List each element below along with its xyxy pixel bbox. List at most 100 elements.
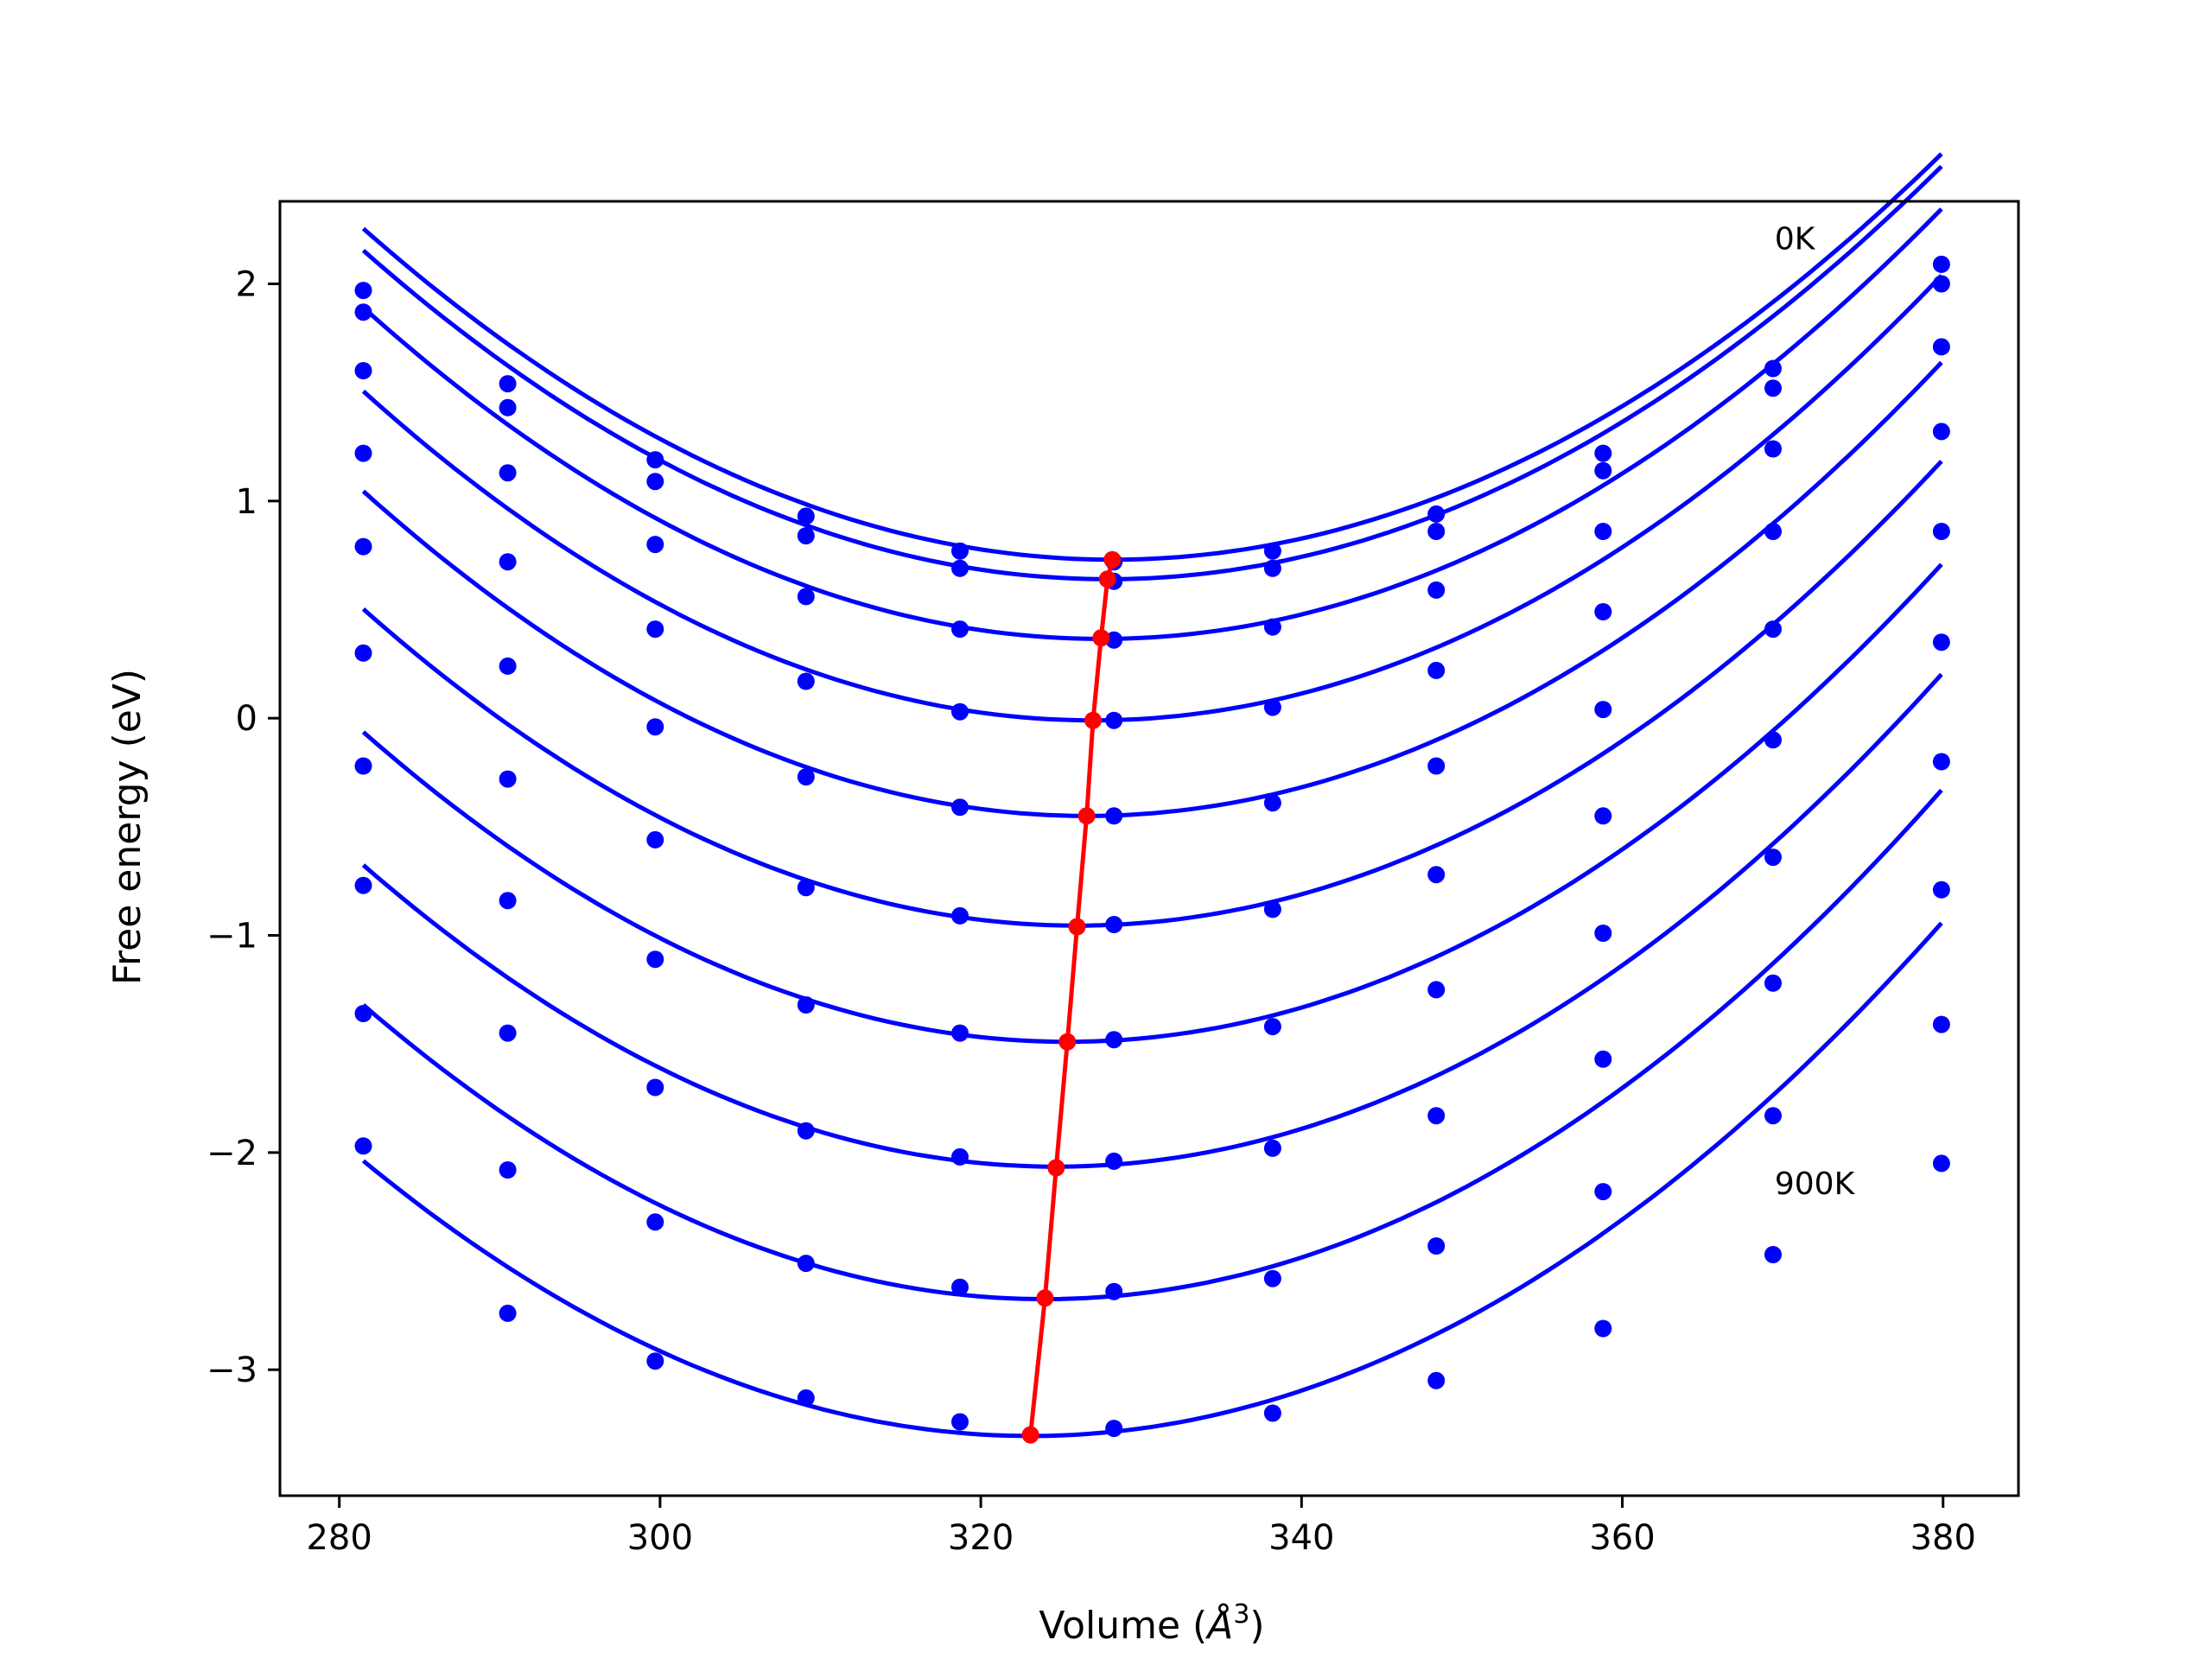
data-point — [951, 620, 969, 639]
data-point — [1932, 275, 1950, 293]
data-point — [499, 1024, 517, 1042]
data-point — [951, 1147, 969, 1166]
data-point — [354, 644, 372, 662]
data-point — [951, 798, 969, 817]
data-point — [646, 451, 664, 469]
minimum-point — [1098, 570, 1116, 588]
data-point — [499, 553, 517, 571]
data-point — [1263, 618, 1281, 636]
fit-curve-5 — [361, 360, 1943, 818]
data-points — [354, 255, 1950, 1438]
x-tick-label: 300 — [627, 1518, 693, 1558]
fit-curve-1 — [361, 152, 1943, 563]
data-point — [646, 1213, 664, 1231]
data-point — [1263, 1404, 1281, 1422]
minimum-point — [1068, 918, 1086, 936]
minimum-point — [1021, 1426, 1039, 1444]
y-tick-label: −2 — [207, 1134, 257, 1173]
data-point — [1764, 849, 1782, 867]
y-tick-label: −1 — [207, 917, 257, 957]
fit-curve-2 — [361, 164, 1943, 582]
data-point — [1263, 794, 1281, 812]
data-point — [797, 1389, 815, 1407]
data-point — [354, 1005, 372, 1022]
y-tick-label: −3 — [207, 1351, 257, 1390]
annotations: 0K 900K — [1775, 222, 1856, 1202]
data-point — [951, 1413, 969, 1431]
data-point — [951, 542, 969, 560]
annotation-label: 900K — [1775, 1166, 1856, 1202]
fit-curve-9 — [361, 788, 1943, 1302]
data-point — [1263, 559, 1281, 577]
data-point — [1263, 1269, 1281, 1287]
y-tick-label: 0 — [236, 699, 257, 739]
fit-curves — [361, 152, 1943, 1439]
data-point — [951, 1278, 969, 1296]
data-point — [1594, 1319, 1612, 1338]
data-point — [797, 672, 815, 690]
data-point — [1932, 523, 1950, 540]
data-point — [354, 303, 372, 321]
data-point — [1932, 753, 1950, 771]
minimum-point — [1092, 629, 1110, 647]
minimum-point — [1036, 1289, 1054, 1307]
data-point — [1932, 880, 1950, 899]
data-point — [1594, 444, 1612, 462]
data-point — [1105, 631, 1123, 649]
fit-curve-6 — [361, 460, 1943, 928]
data-point — [1764, 523, 1782, 540]
data-point — [646, 718, 664, 736]
data-point — [1932, 1015, 1950, 1033]
data-point — [797, 768, 815, 786]
data-point — [499, 892, 517, 910]
data-point — [499, 1304, 517, 1322]
x-tick-label: 320 — [948, 1518, 1014, 1558]
data-point — [1594, 807, 1612, 825]
data-point — [797, 879, 815, 897]
x-axis-label: Volume (Å3) — [1039, 1599, 1264, 1648]
data-point — [1427, 866, 1446, 884]
data-point — [1105, 1152, 1123, 1170]
data-point — [499, 657, 517, 675]
data-point — [1263, 542, 1281, 560]
data-point — [354, 444, 372, 462]
data-point — [1263, 1018, 1281, 1036]
data-point — [1932, 1154, 1950, 1173]
data-point — [1594, 1183, 1612, 1201]
fit-curve-8 — [361, 672, 1943, 1169]
data-point — [1427, 1107, 1446, 1125]
data-point — [646, 1352, 664, 1370]
minimum-point — [1077, 807, 1096, 825]
data-point — [1764, 1107, 1782, 1125]
data-point — [1427, 1371, 1446, 1389]
fit-curve-3 — [361, 207, 1943, 642]
x-tick-label: 380 — [1910, 1518, 1976, 1558]
data-point — [354, 876, 372, 894]
data-point — [1932, 633, 1950, 652]
data-point — [499, 464, 517, 482]
data-point — [1263, 900, 1281, 918]
data-point — [646, 620, 664, 639]
data-point — [1263, 1139, 1281, 1157]
data-point — [1764, 974, 1782, 992]
y-axis-label: Free energy (eV) — [105, 669, 149, 985]
fit-curve-7 — [361, 563, 1943, 1045]
data-point — [1932, 338, 1950, 356]
data-point — [1427, 757, 1446, 775]
minimum-line-path — [1028, 559, 1115, 1435]
data-point — [646, 1078, 664, 1096]
data-point — [1105, 1031, 1123, 1049]
y-tick-label: 2 — [236, 265, 257, 305]
data-point — [354, 362, 372, 379]
data-point — [646, 536, 664, 554]
data-point — [1764, 1246, 1782, 1263]
data-point — [1427, 523, 1446, 540]
fit-curve-4 — [361, 274, 1943, 723]
data-point — [1764, 359, 1782, 378]
data-point — [499, 1161, 517, 1179]
data-point — [1105, 807, 1123, 825]
data-point — [1764, 440, 1782, 458]
x-tick-label: 340 — [1268, 1518, 1334, 1558]
data-point — [951, 559, 969, 577]
